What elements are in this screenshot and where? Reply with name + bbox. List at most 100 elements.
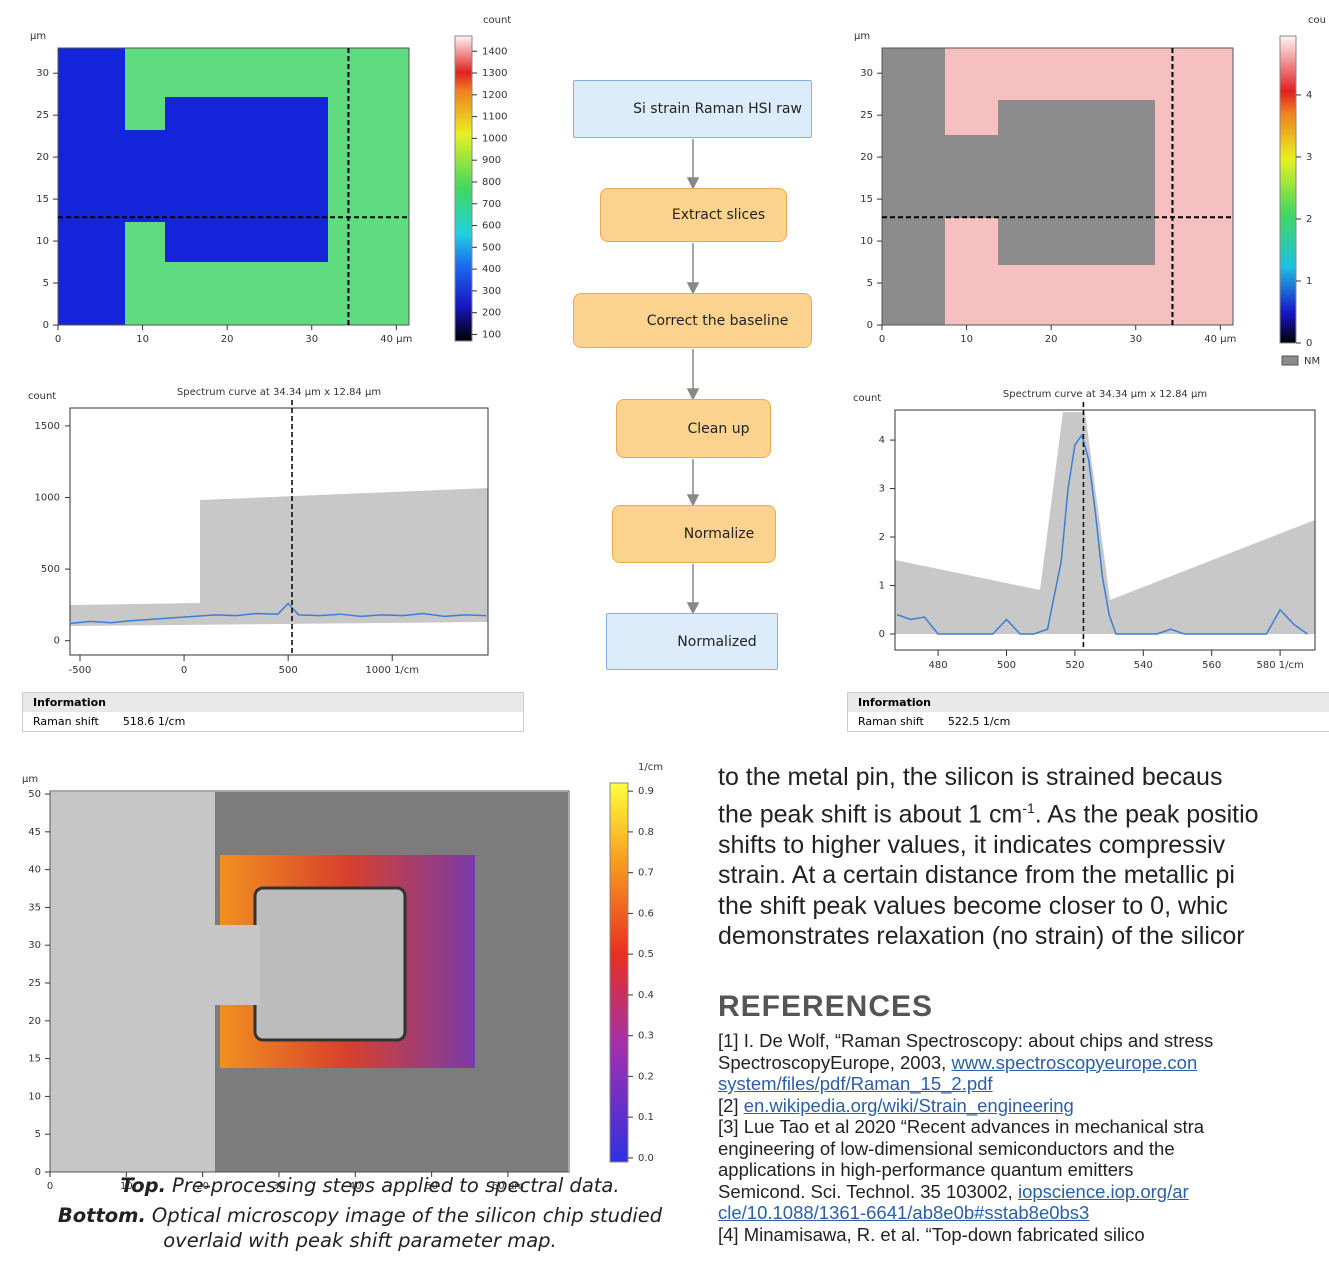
y-tick-label: 50 xyxy=(28,789,41,800)
y-tick-label: 1500 xyxy=(35,421,60,432)
x-tick-label: 480 xyxy=(929,660,948,671)
colorbar-tick-label: 800 xyxy=(482,177,501,188)
colorbar-tick-label: 0.7 xyxy=(638,868,654,879)
reference-text: [1] I. De Wolf, “Raman Spectroscopy: abo… xyxy=(718,1030,1213,1051)
reference-text: [2] xyxy=(718,1095,744,1116)
colorbar-tick-label: 2 xyxy=(1306,214,1312,225)
y-tick-label: 25 xyxy=(28,978,41,989)
y-axis-label: count xyxy=(853,393,881,404)
y-tick-label: 45 xyxy=(28,827,41,838)
body-text: the shift peak values become closer to 0… xyxy=(718,892,1228,920)
colorbar xyxy=(1280,36,1296,343)
map-image xyxy=(58,48,409,325)
colorbar-tick-label: 1400 xyxy=(482,46,507,57)
superscript: -1 xyxy=(1022,800,1034,816)
y-tick-label: 25 xyxy=(860,110,873,121)
spectrum-title: Spectrum curve at 34.34 µm x 12.84 µm xyxy=(177,387,381,398)
x-tick-label: 0 xyxy=(879,334,885,345)
y-tick-label: 5 xyxy=(35,1129,41,1140)
y-tick-label: 40 xyxy=(28,865,41,876)
colorbar-tick-label: 1300 xyxy=(482,68,507,79)
y-tick-label: 10 xyxy=(36,236,49,247)
flow-node: Extract slices xyxy=(600,188,787,242)
reference-link[interactable]: system/files/pdf/Raman_15_2.pdf xyxy=(718,1073,993,1094)
body-text: the peak shift is about 1 cm xyxy=(718,800,1022,828)
y-tick-label: 25 xyxy=(36,110,49,121)
reference-line: cle/10.1088/1361-6641/ab8e0b#sstab8e0bs3 xyxy=(718,1202,1213,1224)
flow-node-label: Si strain Raman HSI raw xyxy=(632,100,811,118)
flow-node-label: Clean up xyxy=(675,420,770,438)
body-line: shifts to higher values, it indicates co… xyxy=(718,830,1259,861)
body-text: strain. At a certain distance from the m… xyxy=(718,861,1235,889)
x-tick-label: 1000 1/cm xyxy=(365,665,419,676)
x-tick-label: 30 xyxy=(305,334,318,345)
info-title: Information xyxy=(23,693,523,712)
y-tick-label: 15 xyxy=(36,194,49,205)
reference-text: SpectroscopyEurope, 2003, xyxy=(718,1052,951,1073)
page-body: 010203040 µm051015202530µm10020030040050… xyxy=(0,0,1329,1284)
y-tick-label: 500 xyxy=(41,564,60,575)
colorbar-tick-label: 0.2 xyxy=(638,1071,654,1082)
flow-node-label: Normalize xyxy=(671,525,775,543)
reference-link[interactable]: www.spectroscopyeurope.con xyxy=(951,1052,1197,1073)
flow-node: Normalize xyxy=(612,505,776,563)
colorbar-tick-label: 600 xyxy=(482,221,501,232)
reference-line: system/files/pdf/Raman_15_2.pdf xyxy=(718,1073,1213,1095)
colorbar-tick-label: 0.9 xyxy=(638,786,654,797)
reference-text: applications in high-performance quantum… xyxy=(718,1159,1133,1180)
body-line: to the metal pin, the silicon is straine… xyxy=(718,762,1259,793)
colorbar-label: cou xyxy=(1308,15,1326,26)
y-tick-label: 5 xyxy=(867,278,873,289)
colorbar-tick-label: 500 xyxy=(482,242,501,253)
info-value: 518.6 1/cm xyxy=(123,715,185,728)
body-text: to the metal pin, the silicon is straine… xyxy=(718,763,1222,791)
x-tick-label: 40 µm xyxy=(1204,334,1236,345)
x-tick-label: 520 xyxy=(1065,660,1084,671)
colorbar xyxy=(610,783,628,1162)
colorbar-tick-label: 0.8 xyxy=(638,827,654,838)
reference-link[interactable]: cle/10.1088/1361-6641/ab8e0b#sstab8e0bs3 xyxy=(718,1202,1089,1223)
y-tick-label: 30 xyxy=(36,68,49,79)
reference-text: [3] Lue Tao et al 2020 “Recent advances … xyxy=(718,1116,1204,1137)
reference-link[interactable]: en.wikipedia.org/wiki/Strain_engineering xyxy=(744,1095,1074,1116)
y-tick-label: 15 xyxy=(860,194,873,205)
x-tick-label: 540 xyxy=(1134,660,1153,671)
info-label: Raman shift xyxy=(33,715,99,728)
colorbar-tick-label: 700 xyxy=(482,199,501,210)
colorbar-tick-label: 100 xyxy=(482,329,501,340)
colorbar-tick-label: 1 xyxy=(1306,276,1312,287)
axis-unit: µm xyxy=(22,774,38,785)
colorbar-tick-label: 0.3 xyxy=(638,1031,654,1042)
colorbar-tick-label: 3 xyxy=(1306,152,1312,163)
colorbar-tick-label: 900 xyxy=(482,155,501,166)
colorbar-tick-label: 200 xyxy=(482,308,501,319)
flow-node-label: Correct the baseline xyxy=(632,312,811,330)
info-row: Raman shift 518.6 1/cm xyxy=(23,712,523,731)
caption-text: Pre-processing steps applied to spectral… xyxy=(172,1174,620,1197)
colorbar-tick-label: 0.0 xyxy=(638,1153,654,1164)
na-label: NM xyxy=(1304,356,1320,367)
na-swatch xyxy=(1282,356,1298,365)
flow-node: Clean up xyxy=(616,399,771,458)
y-tick-label: 3 xyxy=(879,484,885,495)
x-tick-label: 10 xyxy=(136,334,149,345)
y-tick-label: 35 xyxy=(28,902,41,913)
reference-line: Semicond. Sci. Technol. 35 103002, iopsc… xyxy=(718,1181,1213,1203)
y-tick-label: 20 xyxy=(28,1016,41,1027)
reference-line: [4] Minamisawa, R. et al. “Top-down fabr… xyxy=(718,1224,1213,1246)
reference-text: Semicond. Sci. Technol. 35 103002, xyxy=(718,1181,1018,1202)
info-title: Information xyxy=(848,693,1329,712)
colorbar-tick-label: 0.4 xyxy=(638,990,654,1001)
reference-link[interactable]: iopscience.iop.org/ar xyxy=(1018,1181,1189,1202)
body-text: demonstrates relaxation (no strain) of t… xyxy=(718,922,1245,950)
info-label: Raman shift xyxy=(858,715,924,728)
colorbar-tick-label: 400 xyxy=(482,264,501,275)
info-value: 522.5 1/cm xyxy=(948,715,1010,728)
flow-node: Normalized xyxy=(606,613,778,670)
y-tick-label: 5 xyxy=(43,278,49,289)
caption-bold: Top. xyxy=(120,1174,166,1197)
body-text: to the metal pin, the silicon is straine… xyxy=(718,762,1259,952)
y-tick-label: 20 xyxy=(36,152,49,163)
caption: Bottom.Optical microscopy image of the s… xyxy=(20,1203,700,1253)
colorbar-tick-label: 0.6 xyxy=(638,908,654,919)
